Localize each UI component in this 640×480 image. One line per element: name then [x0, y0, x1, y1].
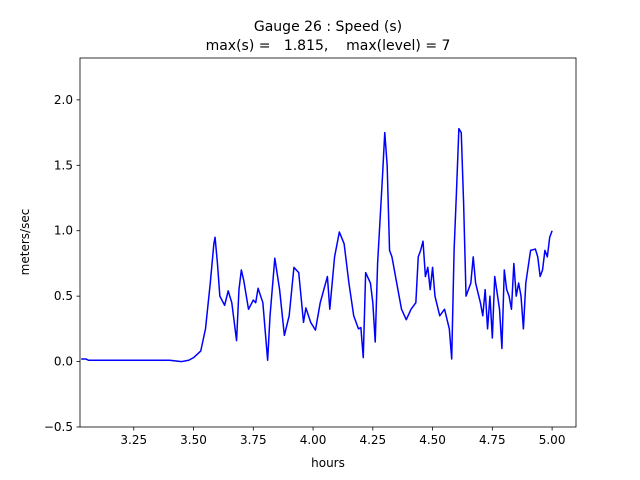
x-axis-label: hours — [311, 456, 345, 470]
x-tick-label: 3.75 — [240, 433, 267, 447]
plot-frame — [79, 57, 577, 428]
x-tick-label: 3.25 — [120, 433, 147, 447]
y-tick-label: 2.0 — [54, 93, 73, 107]
chart-subtitle: max(s) = 1.815, max(level) = 7 — [206, 38, 451, 54]
x-tick-label: 4.00 — [300, 433, 327, 447]
x-tick-label: 4.75 — [479, 433, 506, 447]
y-tick-label: 1.0 — [54, 224, 73, 238]
data-line — [81, 127, 553, 363]
chart-title: Gauge 26 : Speed (s) — [254, 19, 402, 35]
y-tick-label: 0.5 — [54, 289, 73, 303]
x-tick-label: 3.50 — [180, 433, 207, 447]
x-tick-label: 5.00 — [539, 433, 566, 447]
x-tick-label: 4.25 — [359, 433, 386, 447]
x-tick-label: 4.50 — [419, 433, 446, 447]
y-tick-label: 1.5 — [54, 158, 73, 172]
y-tick-label: 0.0 — [54, 355, 73, 369]
y-tick-label: −0.5 — [44, 420, 73, 434]
y-axis-label: meters/sec — [18, 209, 32, 276]
